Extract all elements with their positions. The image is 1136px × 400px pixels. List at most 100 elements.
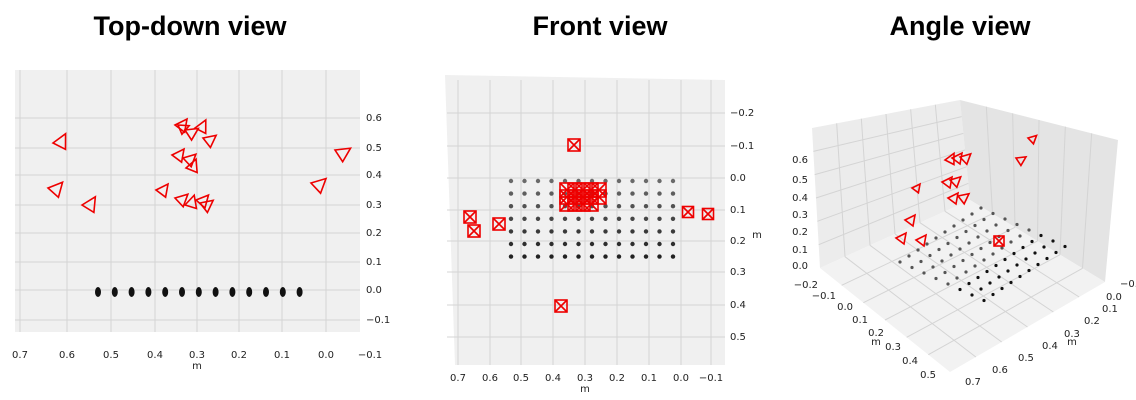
point	[630, 216, 635, 221]
point	[630, 254, 635, 259]
point	[670, 178, 676, 184]
point	[952, 264, 956, 269]
tick-label: 0.5	[513, 373, 529, 384]
tick-label: 0.7	[965, 377, 981, 388]
point	[1003, 217, 1007, 221]
tick-label: 0.5	[792, 175, 808, 186]
tick-label: 0.0	[730, 173, 746, 184]
point	[576, 254, 581, 259]
tick-label: 0.3	[885, 342, 901, 353]
point	[589, 229, 595, 234]
point	[603, 229, 608, 234]
tick-label: 0.4	[545, 373, 561, 384]
camera	[492, 217, 506, 231]
point	[982, 298, 986, 303]
grid-line	[818, 182, 969, 246]
point	[946, 241, 950, 246]
camera	[154, 182, 170, 199]
point	[522, 204, 527, 209]
tick-label: 0.1	[366, 257, 382, 268]
tick-label: 0.5	[730, 332, 746, 343]
point	[994, 263, 998, 268]
point	[549, 254, 554, 259]
point	[535, 241, 541, 247]
point	[508, 229, 514, 234]
point	[1018, 234, 1022, 238]
camera	[46, 180, 64, 199]
tick-label: 0.3	[730, 267, 746, 278]
point	[973, 264, 977, 268]
point	[1042, 245, 1046, 249]
point	[576, 178, 581, 184]
camera	[467, 224, 481, 238]
point	[576, 241, 581, 247]
camera	[993, 235, 1005, 247]
point	[589, 254, 595, 259]
point	[982, 217, 986, 222]
point	[562, 178, 568, 184]
point	[1051, 239, 1055, 243]
camera	[492, 217, 506, 231]
tick-label: −0.2	[794, 280, 818, 291]
point	[549, 216, 554, 221]
point	[670, 216, 676, 221]
tick-label: 0.4	[792, 193, 808, 204]
point	[212, 287, 219, 297]
point	[670, 241, 676, 247]
camera	[554, 299, 568, 313]
point	[549, 204, 554, 209]
camera	[940, 175, 954, 190]
point	[616, 254, 622, 259]
camera	[184, 157, 199, 174]
tick-label: 0.1	[1102, 304, 1118, 315]
camera	[193, 118, 207, 135]
point	[1015, 263, 1019, 267]
point	[982, 258, 986, 262]
tick-label: −0.1	[699, 373, 723, 384]
tick-label: 0.6	[59, 350, 75, 361]
point	[1039, 233, 1043, 238]
point	[916, 248, 920, 252]
tick-label: 0.2	[792, 227, 808, 238]
point	[643, 216, 649, 221]
tick-label: 0.7	[450, 373, 466, 384]
tick-label: 0.5	[920, 370, 936, 381]
camera	[467, 224, 481, 238]
point	[1018, 274, 1022, 279]
point	[1006, 269, 1010, 273]
point	[979, 246, 983, 251]
tick-label: 0.2	[366, 228, 382, 239]
point	[955, 235, 959, 240]
point	[943, 270, 947, 275]
tick-label: 0.1	[852, 315, 868, 326]
point	[643, 191, 649, 196]
point	[616, 191, 622, 196]
camera	[80, 195, 97, 214]
pane	[15, 70, 360, 332]
point	[229, 287, 236, 297]
point	[976, 275, 980, 280]
camera	[559, 196, 575, 212]
camera	[910, 182, 922, 195]
point	[964, 229, 968, 234]
point	[1036, 262, 1040, 267]
camera	[894, 231, 908, 246]
tick-label: 0.5	[103, 350, 119, 361]
point	[967, 241, 971, 245]
grid-line	[1059, 126, 1066, 255]
point	[535, 191, 541, 196]
point	[964, 270, 968, 274]
point	[296, 287, 303, 297]
point	[162, 287, 169, 297]
point	[535, 229, 541, 234]
point	[988, 240, 992, 245]
point	[979, 206, 983, 210]
point	[508, 254, 514, 259]
tick-label: 0.7	[12, 350, 28, 361]
point	[616, 204, 622, 209]
point	[522, 191, 527, 196]
point	[589, 178, 595, 184]
point	[111, 287, 118, 297]
point	[670, 191, 676, 196]
point	[603, 178, 608, 184]
